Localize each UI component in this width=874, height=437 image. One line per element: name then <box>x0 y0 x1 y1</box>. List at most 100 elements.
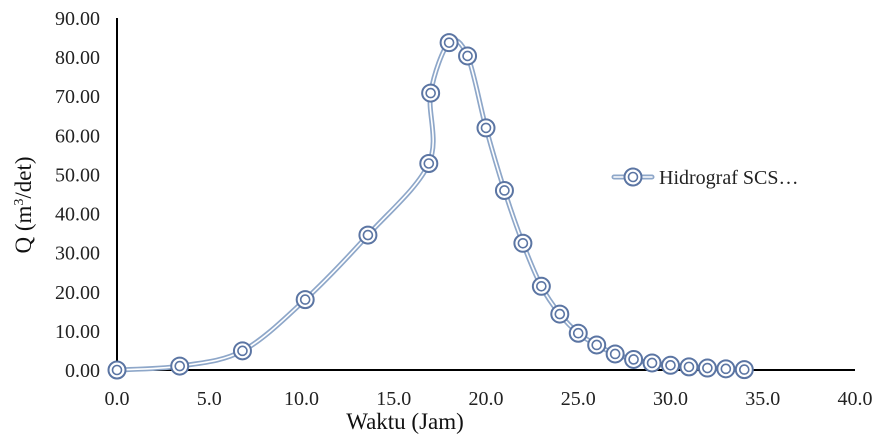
data-point <box>421 83 441 103</box>
y-tick-labels: 0.00 10.00 20.00 30.00 40.00 50.00 60.00 70.00 8… <box>55 8 100 382</box>
data-point <box>458 46 478 66</box>
data-point-outer <box>476 118 496 138</box>
data-point-outer <box>642 353 662 373</box>
data-point <box>661 355 680 375</box>
data-point <box>605 344 625 364</box>
y-tick-label: 20.00 <box>55 282 100 304</box>
data-point <box>494 180 514 200</box>
data-point-inner <box>536 281 547 292</box>
data-point <box>419 153 439 173</box>
data-point <box>734 360 754 380</box>
data-point-inner <box>111 364 123 376</box>
data-point-outer <box>605 344 625 364</box>
data-point-outer <box>697 358 717 378</box>
x-axis-title: Waktu (Jam) <box>346 409 464 434</box>
x-tick-label: 30.0 <box>653 388 688 410</box>
data-point-outer <box>679 357 699 377</box>
legend-label: Hidrograf SCS… <box>659 167 798 189</box>
data-point <box>587 335 607 355</box>
data-point <box>513 233 533 253</box>
data-point-outer <box>550 304 570 324</box>
data-point-outer <box>568 323 588 343</box>
data-point <box>642 353 662 373</box>
y-tick-label: 80.00 <box>55 47 100 69</box>
x-tick-label: 40.0 <box>838 388 873 410</box>
x-tick-labels: 0.0 5.0 10.0 15.0 20.0 25.0 30.0 35.0 40.0 <box>105 388 873 410</box>
y-axis-title-tail: /det) <box>11 156 36 198</box>
data-point-inner <box>702 362 713 374</box>
data-point-outer <box>170 356 190 376</box>
y-tick-label: 60.00 <box>55 125 100 147</box>
data-point <box>568 323 588 343</box>
data-point <box>531 276 551 296</box>
data-point <box>358 225 378 245</box>
data-point-inner <box>423 158 435 169</box>
y-tick-label: 90.00 <box>55 8 100 30</box>
data-point-outer <box>734 360 754 380</box>
data-point <box>716 359 736 379</box>
y-axis-title-main: Q (m <box>11 206 36 254</box>
data-point-outer <box>232 341 252 361</box>
x-tick-label: 25.0 <box>561 388 596 410</box>
data-point-outer <box>419 153 439 173</box>
x-tick-label: 10.0 <box>284 388 319 410</box>
data-point-outer <box>107 360 127 380</box>
data-point <box>550 304 570 324</box>
data-point-inner <box>572 327 584 339</box>
data-point <box>439 33 459 53</box>
legend: Hidrograf SCS… <box>611 167 798 189</box>
data-point-inner <box>591 339 603 351</box>
data-point <box>697 358 717 378</box>
data-point <box>107 360 127 380</box>
y-axis-title-superscript: 3 <box>12 199 27 206</box>
data-point <box>624 349 644 369</box>
legend-marker-inner <box>627 171 639 183</box>
data-point-inner <box>174 360 186 372</box>
data-point-outer <box>358 225 378 245</box>
x-tick-label: 0.0 <box>105 388 130 410</box>
data-point-outer <box>513 233 533 253</box>
data-point-inner <box>462 50 473 62</box>
data-point-outer <box>716 359 736 379</box>
data-point-inner <box>628 354 639 365</box>
data-point-inner <box>609 348 621 360</box>
y-tick-label: 10.00 <box>55 321 100 343</box>
data-point-outer <box>661 355 680 375</box>
data-point-outer <box>439 33 459 53</box>
x-tick-label: 35.0 <box>745 388 780 410</box>
y-axis-title: Q (m3/det) <box>11 156 36 253</box>
data-point-inner <box>499 185 510 196</box>
data-point-inner <box>646 357 658 369</box>
data-point-outer <box>624 349 644 369</box>
y-tick-label: 0.00 <box>65 360 100 382</box>
data-point-outer <box>458 46 478 66</box>
data-point-outer <box>531 276 551 296</box>
data-point-inner <box>683 361 695 373</box>
y-tick-label: 70.00 <box>55 86 100 108</box>
x-tick-label: 15.0 <box>376 388 411 410</box>
data-point-inner <box>665 360 676 371</box>
data-point <box>679 357 699 377</box>
data-point-inner <box>425 87 436 99</box>
data-point <box>232 341 252 361</box>
data-point-inner <box>443 37 455 48</box>
y-tick-label: 40.00 <box>55 204 100 226</box>
y-tick-label: 50.00 <box>55 164 100 186</box>
data-point-inner <box>738 364 750 375</box>
data-point <box>295 290 315 310</box>
data-point-inner <box>554 308 566 320</box>
data-point-outer <box>295 290 315 310</box>
data-point-inner <box>720 363 732 375</box>
data-point <box>476 118 496 138</box>
data-point-inner <box>299 294 311 305</box>
data-point-inner <box>517 237 529 249</box>
data-point <box>170 356 190 376</box>
data-point-outer <box>587 335 607 355</box>
data-point-outer <box>494 180 514 200</box>
data-point-inner <box>362 229 374 241</box>
legend-marker <box>623 167 643 187</box>
data-point-inner <box>480 122 492 134</box>
y-tick-label: 30.00 <box>55 243 100 265</box>
x-tick-label: 5.0 <box>197 388 222 410</box>
